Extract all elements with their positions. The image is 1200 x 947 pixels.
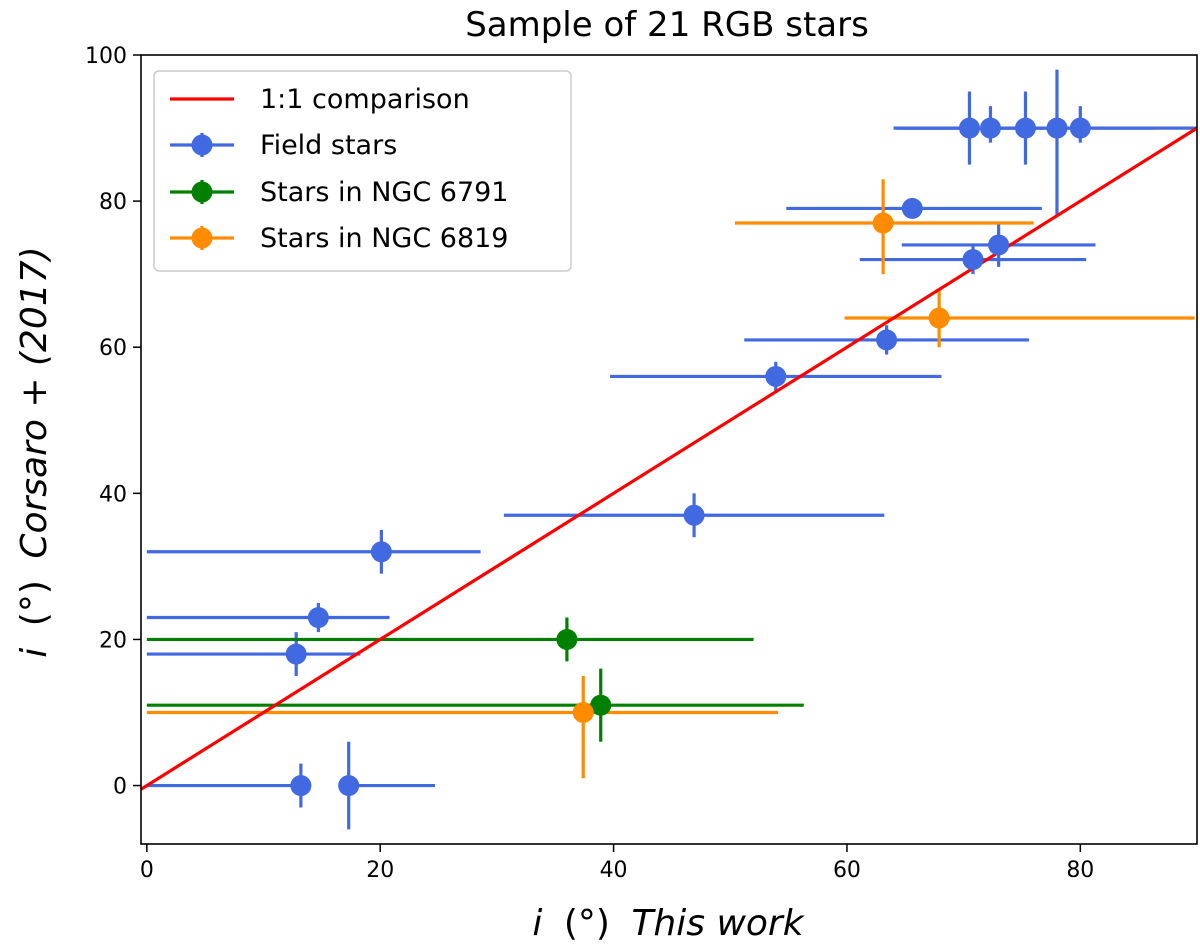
y-tick-label: 20 [99,628,127,653]
legend-marker [191,134,213,156]
data-point [1014,117,1036,139]
markers-stars-in-ngc-6791 [556,628,612,716]
legend-label: Stars in NGC 6791 [260,177,508,208]
y-tick-label: 60 [99,336,127,361]
data-point [556,628,578,650]
y-axis: 0 20 40 60 80 100 [85,44,141,800]
data-point [928,307,950,329]
y-axis-label: i (°) Corsaro + (2017) [14,246,55,657]
data-point [901,197,923,219]
x-tick-label: 40 [600,858,628,883]
data-point [988,234,1010,256]
x-axis: 0 20 40 60 80 [140,844,1094,883]
x-tick-label: 0 [140,858,154,883]
data-point [590,694,612,716]
x-tick-label: 60 [833,858,861,883]
data-point [872,212,894,234]
markers-stars-in-ngc-6819 [572,212,950,723]
x-axis-label-unit: (°) [564,903,610,944]
y-tick-label: 40 [99,482,127,507]
reference-line-1-1 [141,126,1197,791]
legend: 1:1 comparison Field stars Stars in NGC 67… [153,70,572,272]
legend-entries: 1:1 comparison Field stars Stars in NGC 67… [170,84,508,254]
plot-area [141,69,1197,830]
x-axis-label: i (°) This work [532,903,805,944]
chart-title: Sample of 21 RGB stars [465,5,869,45]
legend-marker [191,181,213,203]
y-axis-label-text: Corsaro + (2017) [14,246,55,558]
data-point [290,775,312,797]
x-tick-label: 20 [366,858,394,883]
data-point [683,504,705,526]
data-point [1046,117,1068,139]
data-point [572,702,594,723]
data-point [285,643,307,665]
axes-frame [140,54,1198,845]
y-axis-label-unit: (°) [14,580,55,626]
x-axis-label-var: i [532,903,542,944]
data-point [962,249,984,271]
legend-label: Stars in NGC 6819 [260,223,508,254]
x-tick-label: 80 [1066,858,1094,883]
y-axis-label-var: i [14,648,55,658]
y-tick-label: 100 [85,44,127,69]
legend-box [153,70,572,272]
data-point [307,607,329,629]
x-axis-label-text: This work [631,903,805,944]
markers-field-stars [285,117,1091,797]
y-tick-label: 0 [113,775,127,800]
data-point [1069,117,1091,139]
data-point [370,541,392,563]
legend-label: Field stars [260,130,397,161]
legend-marker [191,227,213,249]
data-point [338,775,360,797]
data-point [876,329,898,351]
data-point [979,117,1001,139]
y-tick-label: 80 [99,190,127,215]
legend-label-reference: 1:1 comparison [260,84,470,115]
data-point [765,365,787,387]
data-point [958,117,980,139]
